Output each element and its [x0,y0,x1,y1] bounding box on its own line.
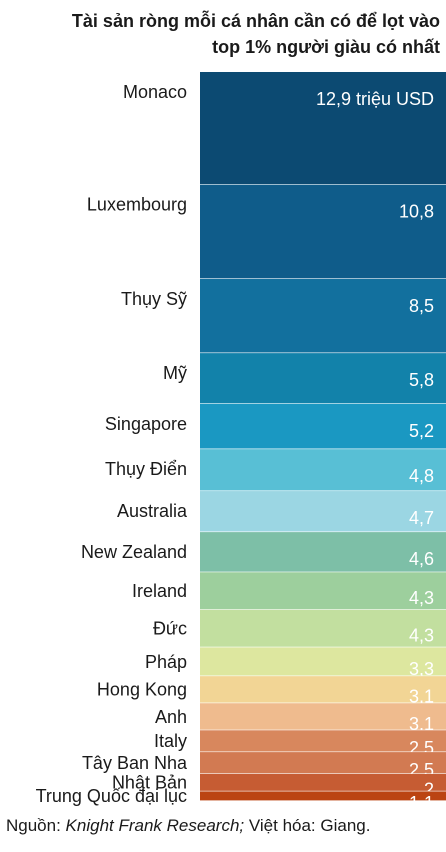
category-label-9: Đức [153,619,187,639]
category-label-4: Singapore [105,414,187,434]
chart-title-line-2: top 1% người giàu có nhất [212,37,440,57]
chart-title: Tài sản ròng mỗi cá nhân cần có để lọt v… [0,8,440,60]
source-note: Nguồn: Knight Frank Research; Việt hóa: … [6,816,370,836]
value-label-6: 4,7 [409,508,434,528]
category-label-2: Thụy Sỹ [121,289,187,309]
bar-8 [200,572,446,610]
source-prefix: Nguồn: [6,816,66,835]
value-label-11: 3,1 [409,687,434,707]
value-label-1: 10,8 [399,202,434,222]
category-label-14: Tây Ban Nha [82,753,188,773]
category-label-11: Hong Kong [97,680,187,700]
bar-16 [200,791,446,801]
value-label-7: 4,6 [409,549,434,569]
bar-9 [200,609,446,647]
value-label-4: 5,2 [409,421,434,441]
bar-13 [200,730,446,752]
category-label-10: Pháp [145,652,187,672]
value-label-3: 5,8 [409,370,434,390]
bar-5 [200,449,446,491]
category-label-0: Monaco [123,82,187,102]
category-label-3: Mỹ [163,363,187,383]
source-name: Knight Frank Research; [65,816,245,835]
bar-1 [200,184,446,279]
category-label-13: Italy [154,731,187,751]
value-label-8: 4,3 [409,588,434,608]
source-suffix: Việt hóa: Giang. [244,816,371,835]
bar-7 [200,532,446,572]
bar-2 [200,278,446,353]
bar-15 [200,773,446,791]
bar-12 [200,703,446,730]
chart-title-line-1: Tài sản ròng mỗi cá nhân cần có để lọt v… [71,11,440,31]
value-label-2: 8,5 [409,296,434,316]
value-label-10: 3,3 [409,659,434,679]
category-label-1: Luxembourg [87,195,187,215]
category-label-15: Nhật Bản [112,773,187,793]
value-label-5: 4,8 [409,466,434,486]
category-label-7: New Zealand [81,542,187,562]
bar-14 [200,752,446,774]
category-label-5: Thụy Điển [105,459,187,479]
value-label-16: 1,1 [409,793,434,813]
category-label-16: Trung Quốc đại lục [36,786,187,806]
bar-10 [200,647,446,676]
category-label-6: Australia [117,501,188,521]
bar-6 [200,491,446,532]
category-label-8: Ireland [132,581,187,601]
value-label-15: 2 [424,780,434,800]
bar-3 [200,353,446,404]
bar-4 [200,403,446,449]
bar-0 [200,72,446,185]
value-label-0: 12,9 triệu USD [316,89,434,109]
category-label-12: Anh [155,707,187,727]
value-label-9: 4,3 [409,626,434,646]
bar-11 [200,676,446,703]
value-label-12: 3,1 [409,714,434,734]
